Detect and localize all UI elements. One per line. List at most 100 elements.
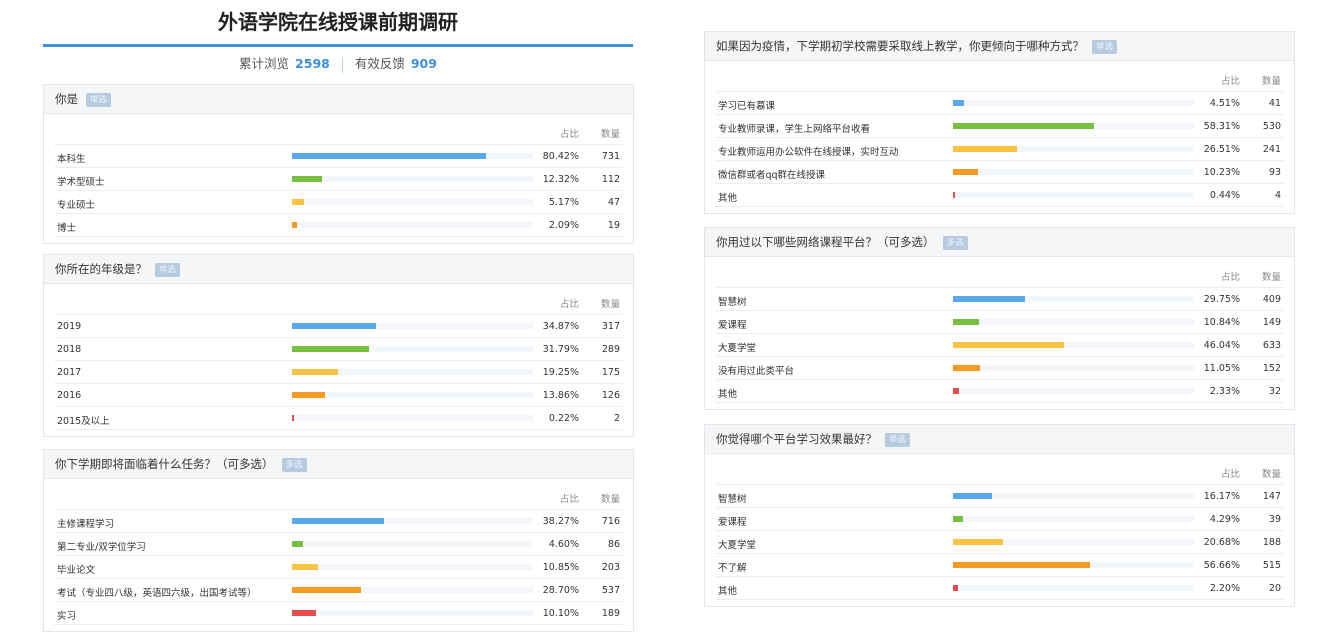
option-row: 考试（专业四八级，英语四六级，出国考试等） 28.70% 537 [54,579,623,602]
option-percent: 16.17% [1203,491,1240,502]
panel-bottom-spacer [44,237,633,243]
option-label: 第二专业/双学位学习 [57,542,146,553]
stats-bar: 累计浏览 2598 有效反馈 909 [43,53,633,73]
bar-track [292,587,533,593]
option-label: 专业教师录课，学生上网络平台收看 [718,124,871,135]
count-column-label: 数量 [1261,76,1281,87]
option-count: 409 [1262,294,1281,305]
bar-track [953,123,1194,129]
views-label: 累计浏览 [239,56,290,71]
bar-track [953,100,1194,106]
views-count: 2598 [295,56,330,71]
option-percent: 10.10% [542,608,579,619]
count-column-label: 数量 [1261,469,1281,480]
bar-fill [953,169,978,175]
bar-track [292,392,533,398]
option-row: 不了解 56.66% 515 [715,554,1284,577]
option-row: 智慧树 16.17% 147 [715,485,1284,508]
bar-fill [953,319,980,325]
bar-track [292,541,533,547]
option-row: 毕业论文 10.85% 203 [54,556,623,579]
option-percent: 56.66% [1203,560,1240,571]
column-header: 占比 数量 [54,479,623,510]
bar-fill [292,610,317,616]
option-label: 其他 [718,193,738,204]
bar-track [953,342,1194,348]
count-column-label: 数量 [600,299,620,310]
option-percent: 11.05% [1203,363,1240,374]
panel-bottom-spacer [705,600,1294,606]
question-header: 你觉得哪个平台学习效果最好？ 单选 [705,425,1294,454]
question-panel: 你所在的年级是？ 单选 占比 数量 2019 34.87% 317 2018 31.79% 289… [43,254,634,437]
bar-fill [953,146,1017,152]
option-count: 32 [1268,386,1281,397]
option-row: 爱课程 10.84% 149 [715,311,1284,334]
question-header: 你所在的年级是？ 单选 [44,255,633,284]
column-header: 占比 数量 [54,114,623,145]
bar-fill [953,562,1090,568]
question-type-badge: 单选 [86,92,112,107]
option-row: 2016 13.86% 126 [54,384,623,407]
bar-track [292,176,533,182]
question-panel: 你觉得哪个平台学习效果最好？ 单选 占比 数量 智慧树 16.17% 147 爱课程 4.29%… [704,424,1295,607]
question-type-badge: 单选 [1092,39,1118,54]
bar-fill [953,296,1025,302]
bar-track [953,296,1194,302]
option-label: 大夏学堂 [718,343,757,354]
bar-track [292,346,533,352]
option-count: 515 [1262,560,1281,571]
option-label: 没有用过此类平台 [718,366,795,377]
bar-track [292,415,533,421]
bar-fill [292,323,377,329]
option-row: 微信群或者qq群在线授课 10.23% 93 [715,161,1284,184]
option-row: 其他 2.20% 20 [715,577,1284,600]
option-label: 爱课程 [718,320,747,331]
option-count: 633 [1262,340,1281,351]
bar-track [953,319,1194,325]
option-label: 2019 [57,321,82,332]
option-percent: 26.51% [1203,144,1240,155]
bar-fill [953,192,955,198]
option-percent: 20.68% [1203,537,1240,548]
bar-fill [292,176,322,182]
option-label: 2015及以上 [57,416,110,427]
option-percent: 4.60% [548,539,579,550]
option-count: 93 [1268,167,1281,178]
question-header: 如果因为疫情，下学期初学校需要采取线上教学，你更倾向于哪种方式？ 单选 [705,32,1294,61]
option-count: 39 [1268,514,1281,525]
bar-track [953,516,1194,522]
bar-track [953,388,1194,394]
bar-track [292,323,533,329]
bar-track [292,222,533,228]
bar-track [953,539,1194,545]
option-row: 2015及以上 0.22% 2 [54,407,623,430]
option-percent: 29.75% [1203,294,1240,305]
bar-track [953,192,1194,198]
option-percent: 2.20% [1209,583,1240,594]
count-column-label: 数量 [600,129,620,140]
option-percent: 19.25% [542,367,579,378]
question-panel: 你用过以下哪些网络课程平台？（可多选） 多选 占比 数量 智慧树 29.75% 409 爱课程… [704,227,1295,410]
option-percent: 2.09% [548,220,579,231]
option-row: 爱课程 4.29% 39 [715,508,1284,531]
option-percent: 28.70% [542,585,579,596]
option-row: 其他 0.44% 4 [715,184,1284,207]
question-title: 你所在的年级是？ [55,262,147,276]
option-percent: 34.87% [542,321,579,332]
option-percent: 10.84% [1203,317,1240,328]
option-percent: 13.86% [542,390,579,401]
option-count: 203 [601,562,620,573]
question-type-badge: 单选 [885,432,911,447]
option-percent: 10.23% [1203,167,1240,178]
option-row: 2019 34.87% 317 [54,315,623,338]
bar-track [953,562,1194,568]
option-label: 爱课程 [718,517,747,528]
option-count: 2 [613,413,620,424]
option-row: 智慧树 29.75% 409 [715,288,1284,311]
bar-fill [953,493,992,499]
option-percent: 2.33% [1209,386,1240,397]
option-label: 主修课程学习 [57,519,115,530]
bar-track [292,518,533,524]
option-label: 博士 [57,223,77,234]
bar-fill [953,516,964,522]
